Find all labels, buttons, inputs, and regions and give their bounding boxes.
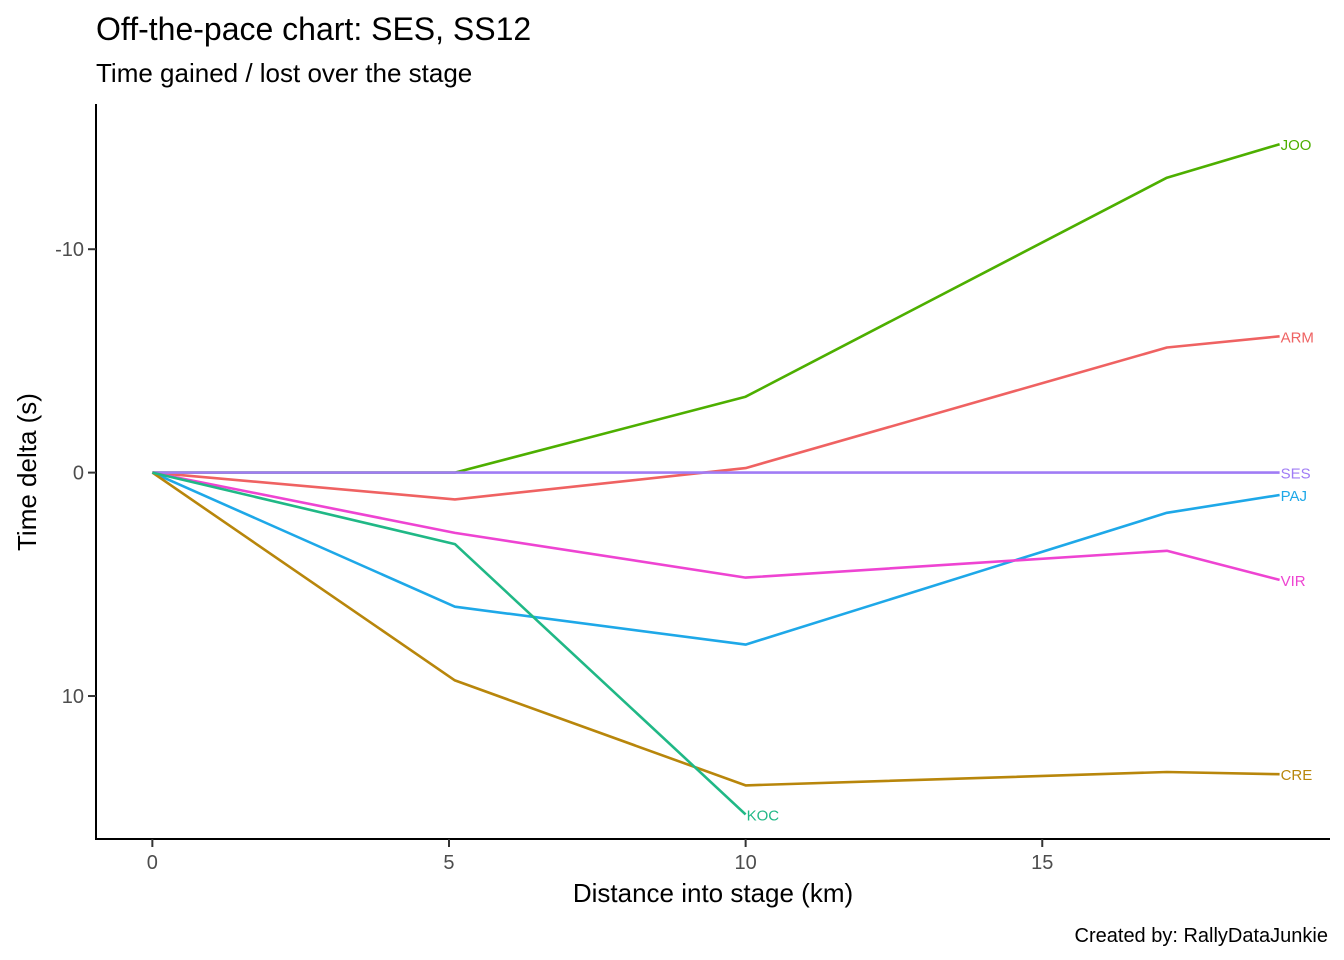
series-label-vir: VIR <box>1281 573 1306 590</box>
x-tick-label: 10 <box>735 852 757 874</box>
y-tick-label: -10 <box>55 239 84 261</box>
x-axis-ticks: 0 5 10 15 <box>147 839 1053 874</box>
y-axis-title: Time delta (s) <box>12 393 42 551</box>
series-label-cre: CRE <box>1281 767 1313 784</box>
series-label-paj: PAJ <box>1281 488 1307 505</box>
series-line-paj <box>151 471 1280 646</box>
series-group: JOO ARM SES PAJ VIR CRE KOC <box>151 137 1314 824</box>
series-line-arm <box>152 335 1280 501</box>
x-tick-label: 15 <box>1031 852 1053 874</box>
series-label-joo: JOO <box>1281 137 1312 154</box>
y-tick-label: 10 <box>62 686 84 708</box>
chart-title: Off-the-pace chart: SES, SS12 <box>96 11 531 47</box>
x-tick-label: 5 <box>443 852 454 874</box>
x-tick-label: 0 <box>147 852 158 874</box>
series-line-joo <box>152 142 1280 474</box>
chart-subtitle: Time gained / lost over the stage <box>96 58 472 88</box>
y-tick-label: 0 <box>73 463 84 485</box>
series-line-koc <box>152 471 747 816</box>
series-label-koc: KOC <box>747 807 780 824</box>
x-axis-title: Distance into stage (km) <box>573 878 853 908</box>
series-label-arm: ARM <box>1281 329 1314 346</box>
y-axis-ticks: -10 0 10 <box>55 239 96 708</box>
chart-caption: Created by: RallyDataJunkie <box>1075 925 1328 947</box>
series-label-ses: SES <box>1281 466 1311 483</box>
series-line-vir <box>152 471 1280 582</box>
series-line-cre <box>151 471 1280 787</box>
